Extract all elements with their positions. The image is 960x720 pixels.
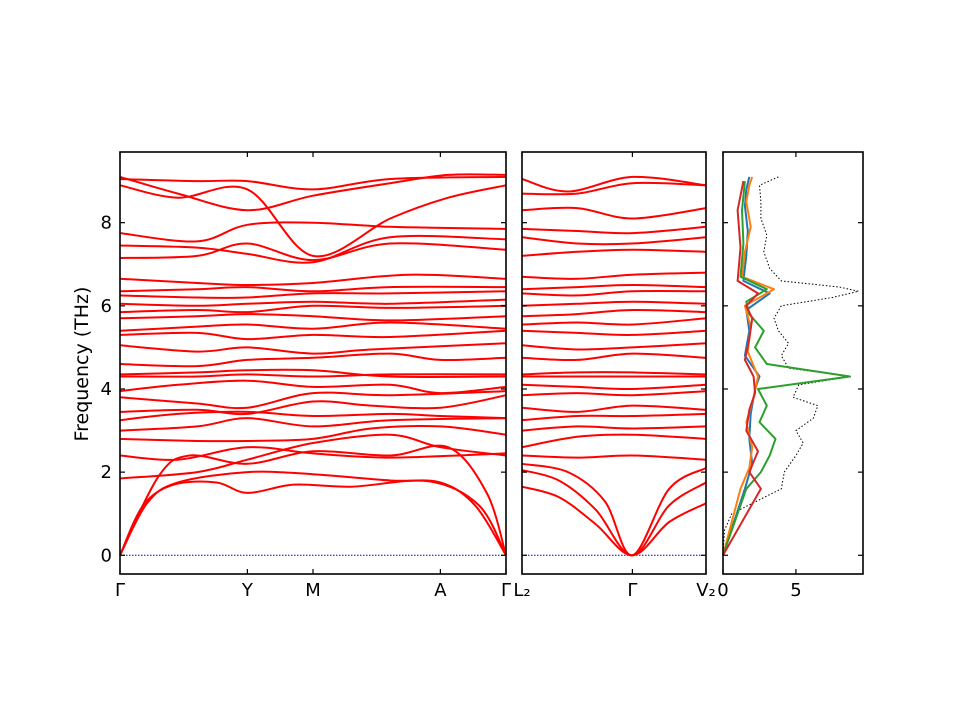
phonon-branch (521, 236, 707, 246)
phonon-branch (119, 298, 507, 307)
phonon-branch (119, 234, 507, 264)
x-tick-label: Γ (115, 580, 125, 601)
phonon-branch (521, 289, 707, 297)
band-path-2: L₂ Γ V₂ (513, 151, 716, 601)
phonon-branch (119, 394, 507, 416)
phonon-branch (119, 352, 507, 368)
y-tick-label: 2 (101, 462, 112, 483)
phonon-branch (521, 433, 707, 449)
x-tick-label: Γ (501, 580, 511, 601)
phonon-branch (119, 390, 507, 410)
phonon-branch (119, 285, 507, 293)
phonon-branch (521, 383, 707, 391)
phonon-branch (521, 329, 707, 336)
phonon-branch (119, 221, 507, 243)
acoustic-branch (521, 469, 707, 557)
phonon-branch (521, 317, 707, 326)
phonon-branch (521, 248, 707, 257)
phonon-branch (119, 379, 507, 395)
phonon-branch (119, 184, 507, 258)
acoustic-branch (521, 485, 707, 557)
phonon-branch (521, 342, 707, 351)
phonon-branch (119, 313, 507, 322)
phonon-branch (119, 368, 507, 378)
phonon-branch (119, 290, 507, 299)
x-tick-label: 5 (790, 580, 801, 601)
y-tick-label: 6 (101, 296, 112, 317)
phonon-branch (119, 304, 507, 314)
phonon-branch (119, 273, 507, 286)
phonon-branch (119, 342, 507, 355)
phonon-branch (119, 410, 507, 422)
phonon-branch (119, 433, 507, 480)
y-tick-label: 8 (101, 213, 112, 234)
phonon-branch (119, 173, 507, 212)
phonon-branch (521, 271, 707, 280)
y-axis-label: Frequency (THz) (71, 287, 93, 442)
panel-frame (119, 151, 507, 575)
x-tick-label: L₂ (513, 580, 530, 601)
phonon-branch (119, 373, 507, 378)
phonon-branch (521, 404, 707, 413)
phonon-branch (521, 454, 707, 461)
phonon-branch (521, 412, 707, 422)
phonon-branch (521, 206, 707, 220)
phonon-branch (119, 242, 507, 262)
phonon-branch (521, 308, 707, 318)
phonon-branch (521, 181, 707, 196)
x-tick-label: V₂ (696, 580, 716, 601)
dos-partial-line (722, 181, 851, 556)
y-tick-label: 0 (101, 545, 112, 566)
phonon-branch (521, 425, 707, 432)
acoustic-branch (119, 444, 507, 556)
panel-frame (521, 151, 707, 575)
acoustic-branch (521, 462, 707, 557)
phonon-branch (521, 371, 707, 376)
phonon-branch (119, 425, 507, 443)
phonon-branch (119, 446, 507, 461)
phonon-branch (521, 175, 707, 193)
x-tick-label: Γ (627, 580, 637, 601)
x-tick-label: 0 (717, 580, 728, 601)
phonon-branch (521, 300, 707, 307)
x-tick-label: M (305, 580, 321, 601)
x-tick-label: A (434, 580, 447, 601)
phonon-branch (521, 352, 707, 362)
panel-frame (722, 151, 864, 575)
phonon-branch (119, 175, 507, 191)
dos-partial-line (722, 180, 762, 556)
phonon-branch (119, 417, 507, 432)
phonon-branch (119, 321, 507, 332)
phonon-branch (521, 284, 707, 291)
y-tick-label: 4 (101, 379, 112, 400)
x-tick-label: Y (241, 580, 254, 601)
phonon-branch (521, 390, 707, 397)
phonon-branch (521, 225, 707, 235)
acoustic-branch (119, 479, 507, 556)
phonon-branch (119, 329, 507, 341)
